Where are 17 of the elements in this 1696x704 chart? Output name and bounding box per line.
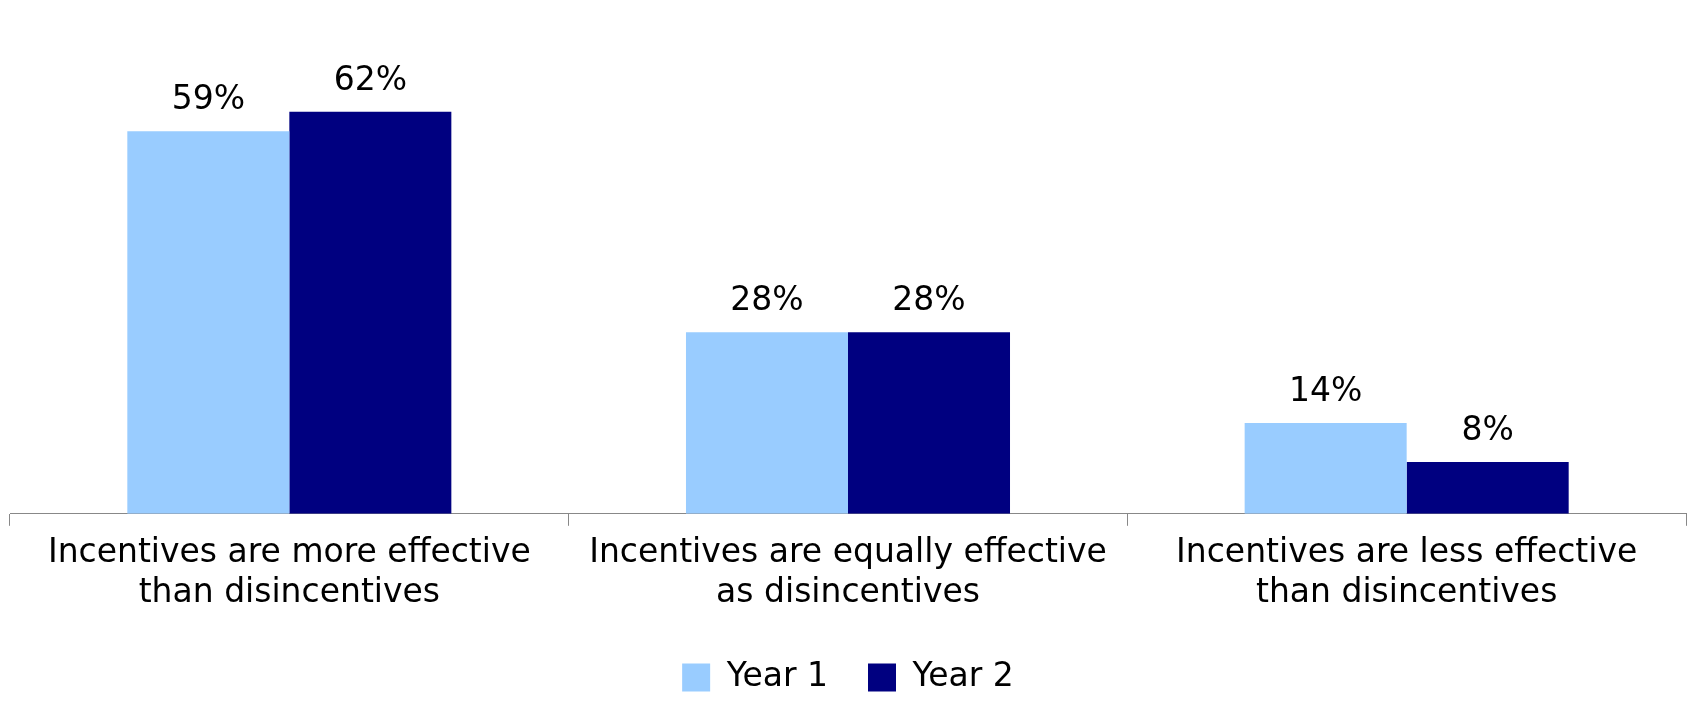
data-label: 62% <box>333 58 408 98</box>
legend-label: Year 2 <box>911 655 1014 695</box>
bar <box>685 332 848 514</box>
bar <box>289 111 452 514</box>
bar <box>127 131 290 514</box>
x-tick-label: Incentives are less effective than disincentives <box>1176 531 1638 610</box>
bar <box>1406 461 1569 514</box>
bar <box>1244 423 1407 514</box>
data-label: 28% <box>892 279 966 319</box>
x-tick-label: Incentives are more effective than disincentives <box>47 531 531 610</box>
data-label: 28% <box>730 279 804 319</box>
data-label: 59% <box>171 78 246 118</box>
x-tick-label: Incentives are equally effective as disincentives <box>589 531 1107 610</box>
legend-label: Year 1 <box>725 655 829 695</box>
data-label: 14% <box>1288 370 1363 410</box>
data-label: 8% <box>1461 409 1514 449</box>
bar <box>848 332 1011 514</box>
